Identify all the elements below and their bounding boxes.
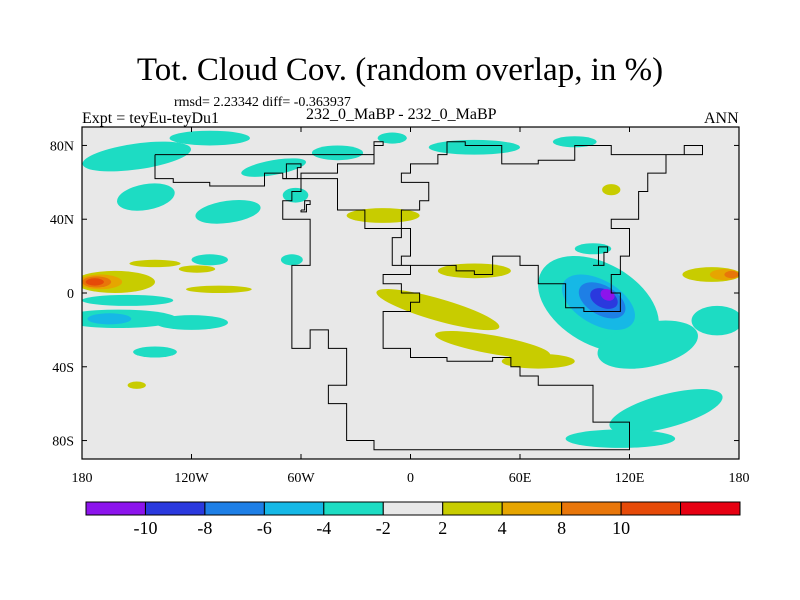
x-tick-label: 120W	[174, 471, 209, 486]
anomaly-region	[129, 259, 181, 268]
season-label: ANN	[704, 110, 739, 127]
anomaly-region	[85, 278, 104, 286]
anomaly-region	[724, 270, 739, 279]
runs-label: 232_0_MaBP - 232_0_MaBP	[306, 106, 497, 123]
stats-label: rmsd= 2.23342 diff= -0.363937	[174, 95, 351, 110]
colorbar-label: 10	[612, 518, 630, 538]
y-tick-label: 80N	[50, 139, 74, 154]
land-outlines	[154, 141, 703, 451]
colorbar-label: -2	[376, 518, 391, 538]
anomaly-region	[501, 353, 575, 369]
anomaly-region	[169, 130, 250, 146]
anomaly-region	[127, 381, 146, 389]
colorbar-swatch	[442, 501, 503, 516]
colorbar-swatch	[85, 501, 146, 516]
colorbar-label: -6	[257, 518, 272, 538]
coastline	[154, 141, 703, 451]
anomaly-region	[186, 285, 252, 293]
y-tick-label: 0	[67, 287, 74, 302]
colorbar-swatch	[323, 501, 384, 516]
chart-title: Tot. Cloud Cov. (random overlap, in %)	[136, 52, 664, 88]
anomaly-region	[191, 254, 228, 266]
coastline	[282, 163, 302, 180]
anomaly-region	[574, 243, 612, 255]
anomaly-region	[691, 305, 739, 336]
anomaly-region	[609, 389, 723, 434]
anomaly-region	[565, 429, 676, 448]
anomaly-region	[82, 294, 174, 306]
anomaly-region	[428, 139, 520, 155]
y-tick-label: 80S	[52, 435, 74, 450]
anomaly-region	[597, 320, 698, 369]
colorbar-swatch	[204, 501, 265, 516]
colorbar-swatch	[620, 501, 682, 516]
anomaly-region	[282, 187, 309, 203]
anomaly-region	[377, 132, 407, 144]
colorbar-label: -8	[197, 518, 212, 538]
experiment-label: Expt = teyEu-teyDu1	[82, 110, 219, 127]
anomaly-regions	[82, 130, 739, 448]
anomaly-region	[178, 265, 216, 273]
colorbar-label: 2	[438, 518, 447, 538]
anomaly-region	[435, 331, 551, 359]
colorbar-swatch	[263, 501, 325, 516]
anomaly-region	[82, 141, 191, 172]
anomaly-region	[376, 289, 500, 331]
x-tick-label: 60E	[509, 471, 532, 486]
anomaly-region	[87, 313, 132, 325]
anomaly-region	[155, 315, 228, 330]
colorbar-swatch	[382, 501, 444, 516]
colorbar-swatch	[680, 501, 741, 516]
anomaly-region	[311, 145, 364, 161]
x-tick-label: 180	[72, 471, 93, 486]
x-tick-label: 120E	[615, 471, 645, 486]
anomaly-region	[552, 136, 597, 148]
y-tick-label: 40S	[52, 361, 74, 376]
anomaly-region	[280, 254, 303, 266]
colorbar-label: -4	[316, 518, 331, 538]
x-tick-label: 60W	[287, 471, 315, 486]
coastline	[300, 200, 311, 213]
colorbar-swatch	[501, 501, 563, 516]
anomaly-region	[195, 199, 261, 224]
x-tick-label: 180	[729, 471, 750, 486]
colorbar-label: 4	[498, 518, 507, 538]
y-tick-label: 40N	[50, 213, 74, 228]
colorbar-swatch	[561, 501, 622, 516]
anomaly-region	[602, 184, 621, 196]
colorbar-label: -10	[133, 518, 157, 538]
anomaly-region	[117, 183, 175, 211]
x-tick-label: 0	[407, 471, 414, 486]
colorbar-swatch	[144, 501, 206, 516]
anomaly-region	[133, 346, 177, 358]
colorbar-label: 8	[557, 518, 566, 538]
anomaly-region	[241, 158, 307, 177]
coastline	[593, 246, 609, 266]
